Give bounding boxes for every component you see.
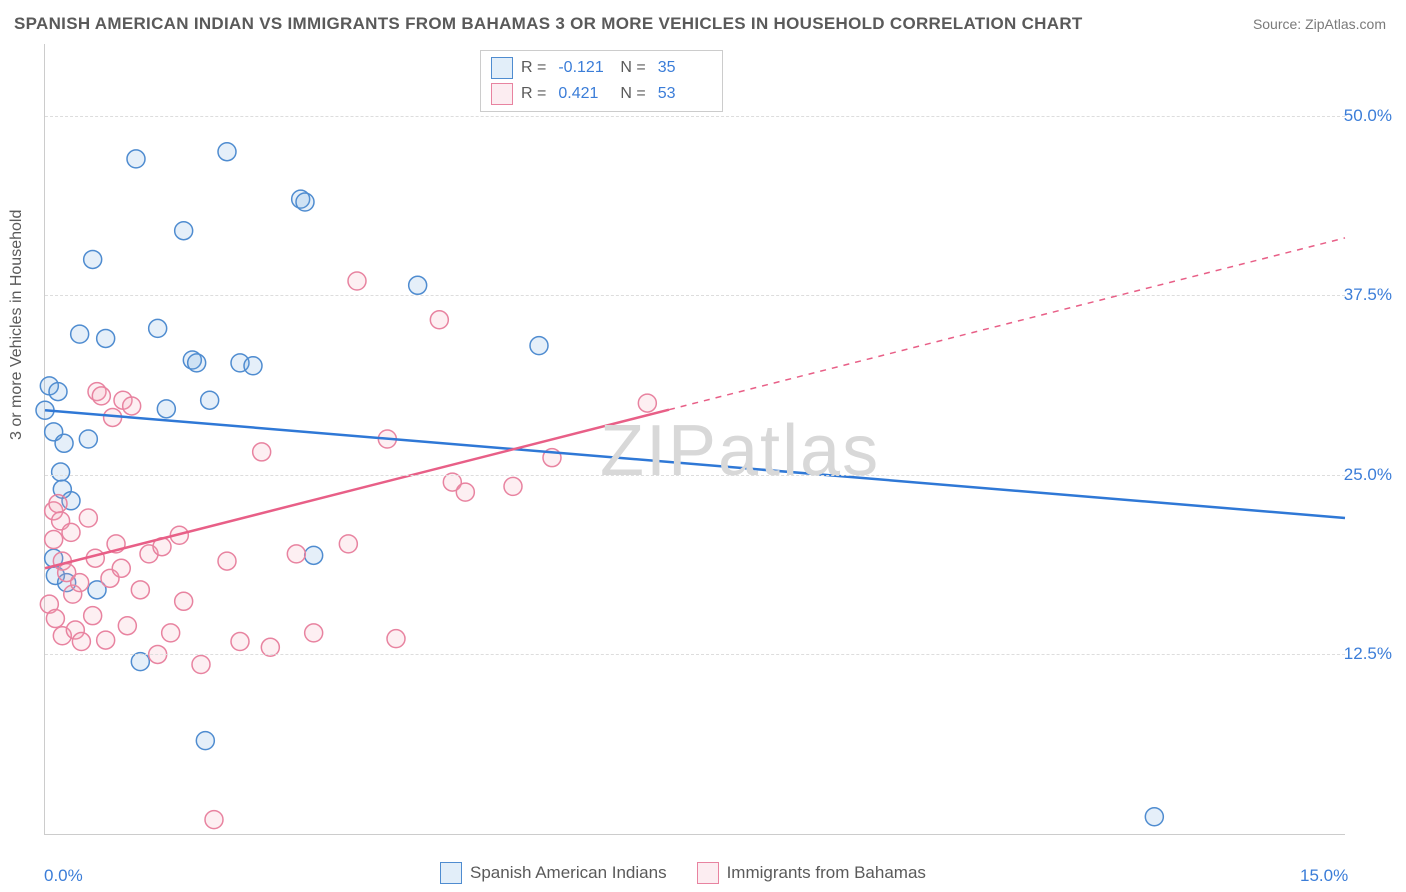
data-point <box>305 546 323 564</box>
source-label: Source: ZipAtlas.com <box>1253 16 1386 32</box>
x-tick-label: 0.0% <box>44 866 83 886</box>
gridline <box>45 116 1345 117</box>
legend-label: Spanish American Indians <box>470 863 667 883</box>
legend-swatch <box>440 862 462 884</box>
data-point <box>123 397 141 415</box>
data-point <box>97 329 115 347</box>
legend-r-label: R = <box>521 59 546 77</box>
legend-n-label: N = <box>620 59 645 77</box>
data-point <box>52 463 70 481</box>
data-point <box>49 495 67 513</box>
data-point <box>46 610 64 628</box>
y-tick-label: 25.0% <box>1344 465 1392 485</box>
data-point <box>79 509 97 527</box>
data-point <box>84 250 102 268</box>
y-tick-label: 50.0% <box>1344 106 1392 126</box>
data-point <box>339 535 357 553</box>
legend-swatch <box>697 862 719 884</box>
data-point <box>287 545 305 563</box>
data-point <box>131 581 149 599</box>
data-point <box>49 383 67 401</box>
data-point <box>62 523 80 541</box>
watermark-zip: ZIP <box>600 411 718 491</box>
y-axis-label: 3 or more Vehicles in Household <box>8 210 26 440</box>
data-point <box>45 531 63 549</box>
data-point <box>175 222 193 240</box>
gridline <box>45 654 1345 655</box>
data-point <box>456 483 474 501</box>
chart-title: SPANISH AMERICAN INDIAN VS IMMIGRANTS FR… <box>14 14 1083 34</box>
data-point <box>530 337 548 355</box>
data-point <box>1145 808 1163 826</box>
legend-row: R = 0.421 N = 53 <box>491 81 712 107</box>
data-point <box>348 272 366 290</box>
y-tick-label: 12.5% <box>1344 644 1392 664</box>
data-point <box>253 443 271 461</box>
data-point <box>504 477 522 495</box>
data-point <box>296 193 314 211</box>
data-point <box>97 631 115 649</box>
data-point <box>387 630 405 648</box>
legend-n-value: 35 <box>658 59 712 77</box>
data-point <box>175 592 193 610</box>
gridline <box>45 295 1345 296</box>
data-point <box>196 732 214 750</box>
data-point <box>72 633 90 651</box>
data-point <box>162 624 180 642</box>
data-point <box>84 607 102 625</box>
legend-swatch <box>491 83 513 105</box>
legend-n-label: N = <box>620 85 645 103</box>
legend-item: Immigrants from Bahamas <box>697 862 926 884</box>
watermark-atlas: atlas <box>718 411 880 491</box>
data-point <box>218 143 236 161</box>
data-point <box>305 624 323 642</box>
legend-item: Spanish American Indians <box>440 862 667 884</box>
legend-r-value: -0.121 <box>558 59 612 77</box>
data-point <box>149 319 167 337</box>
data-point <box>192 656 210 674</box>
trend-line-dashed <box>669 238 1345 410</box>
data-point <box>118 617 136 635</box>
data-point <box>244 357 262 375</box>
legend-n-value: 53 <box>658 85 712 103</box>
data-point <box>157 400 175 418</box>
data-point <box>127 150 145 168</box>
data-point <box>55 434 73 452</box>
legend-r-label: R = <box>521 85 546 103</box>
data-point <box>218 552 236 570</box>
data-point <box>430 311 448 329</box>
data-point <box>205 811 223 829</box>
legend-swatch <box>491 57 513 79</box>
data-point <box>71 325 89 343</box>
data-point <box>409 276 427 294</box>
data-point <box>71 574 89 592</box>
data-point <box>92 387 110 405</box>
x-tick-label: 15.0% <box>1300 866 1348 886</box>
data-point <box>231 633 249 651</box>
y-tick-label: 37.5% <box>1344 285 1392 305</box>
data-point <box>112 559 130 577</box>
correlation-legend: R = -0.121 N = 35 R = 0.421 N = 53 <box>480 50 723 112</box>
legend-row: R = -0.121 N = 35 <box>491 55 712 81</box>
watermark: ZIPatlas <box>600 410 880 492</box>
legend-label: Immigrants from Bahamas <box>727 863 926 883</box>
data-point <box>79 430 97 448</box>
legend-r-value: 0.421 <box>558 85 612 103</box>
series-legend: Spanish American Indians Immigrants from … <box>440 862 926 884</box>
data-point <box>201 391 219 409</box>
data-point <box>188 354 206 372</box>
